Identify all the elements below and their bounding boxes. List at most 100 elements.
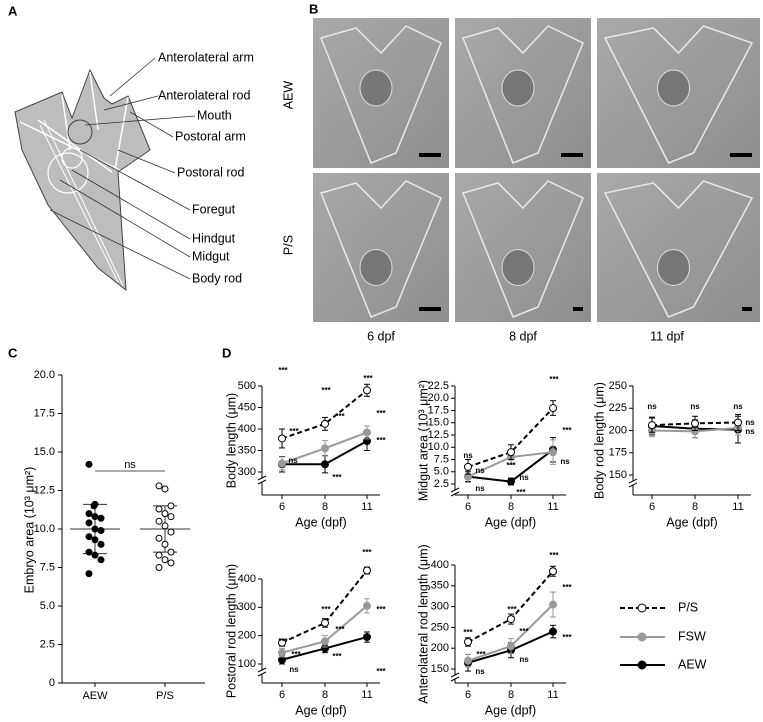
diagram-label: Postoral rod [177,165,244,179]
data-point [91,525,99,533]
data-point [363,566,371,575]
y-tick-label: 450 [238,401,256,413]
y-tick-label: 150 [609,469,627,481]
panel-label: A [8,3,18,18]
significance-label: *** [562,426,572,435]
data-point [91,513,99,521]
axis-break [257,667,267,677]
data-point [464,637,472,646]
y-tick-label: 250 [431,621,449,633]
x-axis-title: Age (dpf) [295,703,346,717]
gut [501,249,535,286]
data-point [85,533,93,541]
significance-label: *** [376,605,386,614]
y-tick-label: 5.0 [434,466,449,478]
y-tick-label: 5.0 [40,600,55,612]
y-tick-label: 20.0 [34,369,55,381]
y-tick-label: 500 [238,380,256,392]
y-tick-label: 17.5 [34,407,55,419]
legend-label: P/S [678,600,698,614]
data-point [321,444,329,453]
legend-label: FSW [678,629,706,643]
micrograph [313,173,449,322]
data-point [321,460,329,469]
y-tick-label: 300 [431,601,449,613]
photo-grid [313,18,760,322]
significance-label: *** [289,427,299,436]
axis-break [450,672,460,682]
panel-label: C [8,345,18,360]
axis-break [628,478,638,488]
y-tick-label: 300 [238,601,256,613]
x-tick-label: 6 [465,501,471,513]
series-line [281,389,368,440]
y-tick-label: 250 [609,380,627,392]
y-tick-label: 10.0 [34,523,55,535]
significance-label: ns [475,466,485,475]
y-tick-label: 225 [609,402,627,414]
y-tick-label: 100 [238,658,256,670]
y-axis-title: Postoral rod length (μm) [224,564,238,698]
scale-bar [573,307,583,311]
data-point [507,642,515,651]
gut [501,69,535,107]
significance-label: *** [507,605,517,614]
data-point [90,502,98,510]
x-tick-label: P/S [156,690,174,702]
data-point [167,528,175,536]
y-tick-label: 150 [431,663,449,675]
diagram-label: Midgut [192,249,230,263]
significance-label: *** [335,625,345,634]
gut [657,249,690,286]
significance-label: ns [124,459,136,471]
data-point [85,510,93,518]
row-label: AEW [281,81,295,110]
scale-bar [561,153,583,157]
data-point [161,556,169,564]
x-tick-label: 8 [508,501,514,513]
data-point [91,536,99,544]
x-tick-label: 11 [361,689,372,701]
y-axis-title: Anterolateral rod length (μm) [416,544,430,703]
significance-label: ns [647,402,657,411]
larva-outline [319,25,442,164]
x-axis-title: Age (dpf) [485,515,536,529]
significance-label: *** [362,548,372,557]
series-line [281,569,368,644]
diagram-label: Body rod [192,271,242,285]
data-point [464,656,472,665]
data-point [507,615,515,624]
x-tick-label: 11 [361,501,372,513]
data-point [321,419,329,428]
significance-label: *** [278,637,288,646]
data-point [167,502,175,510]
y-tick-label: 22.5 [428,380,449,392]
y-tick-label: 0 [49,677,55,689]
data-point [155,564,163,571]
diagram-label: Hindgut [192,231,236,245]
data-point [97,556,105,564]
y-tick-label: 350 [238,444,256,456]
y-tick-label: 400 [238,423,256,435]
scale-bar [742,307,752,311]
panel-label: B [309,1,318,16]
micrograph [455,173,591,322]
axis-break [450,487,460,497]
significance-label: *** [376,409,386,418]
legend-marker [637,632,647,642]
column-label: 6 dpf [367,329,395,343]
significance-label: *** [519,627,529,636]
larva-outline [461,180,584,318]
micrograph [597,173,760,322]
x-tick-label: 8 [322,501,328,513]
axis-break [257,475,267,485]
y-tick-label: 400 [431,559,449,571]
x-axis-title: Age (dpf) [485,703,536,717]
significance-label: ns [745,427,755,436]
x-axis-title: Age (dpf) [666,515,717,529]
data-point [549,448,557,457]
data-point [363,428,371,437]
y-tick-label: 15.0 [428,417,449,429]
x-tick-label: AEW [82,690,108,702]
data-point [507,477,515,486]
